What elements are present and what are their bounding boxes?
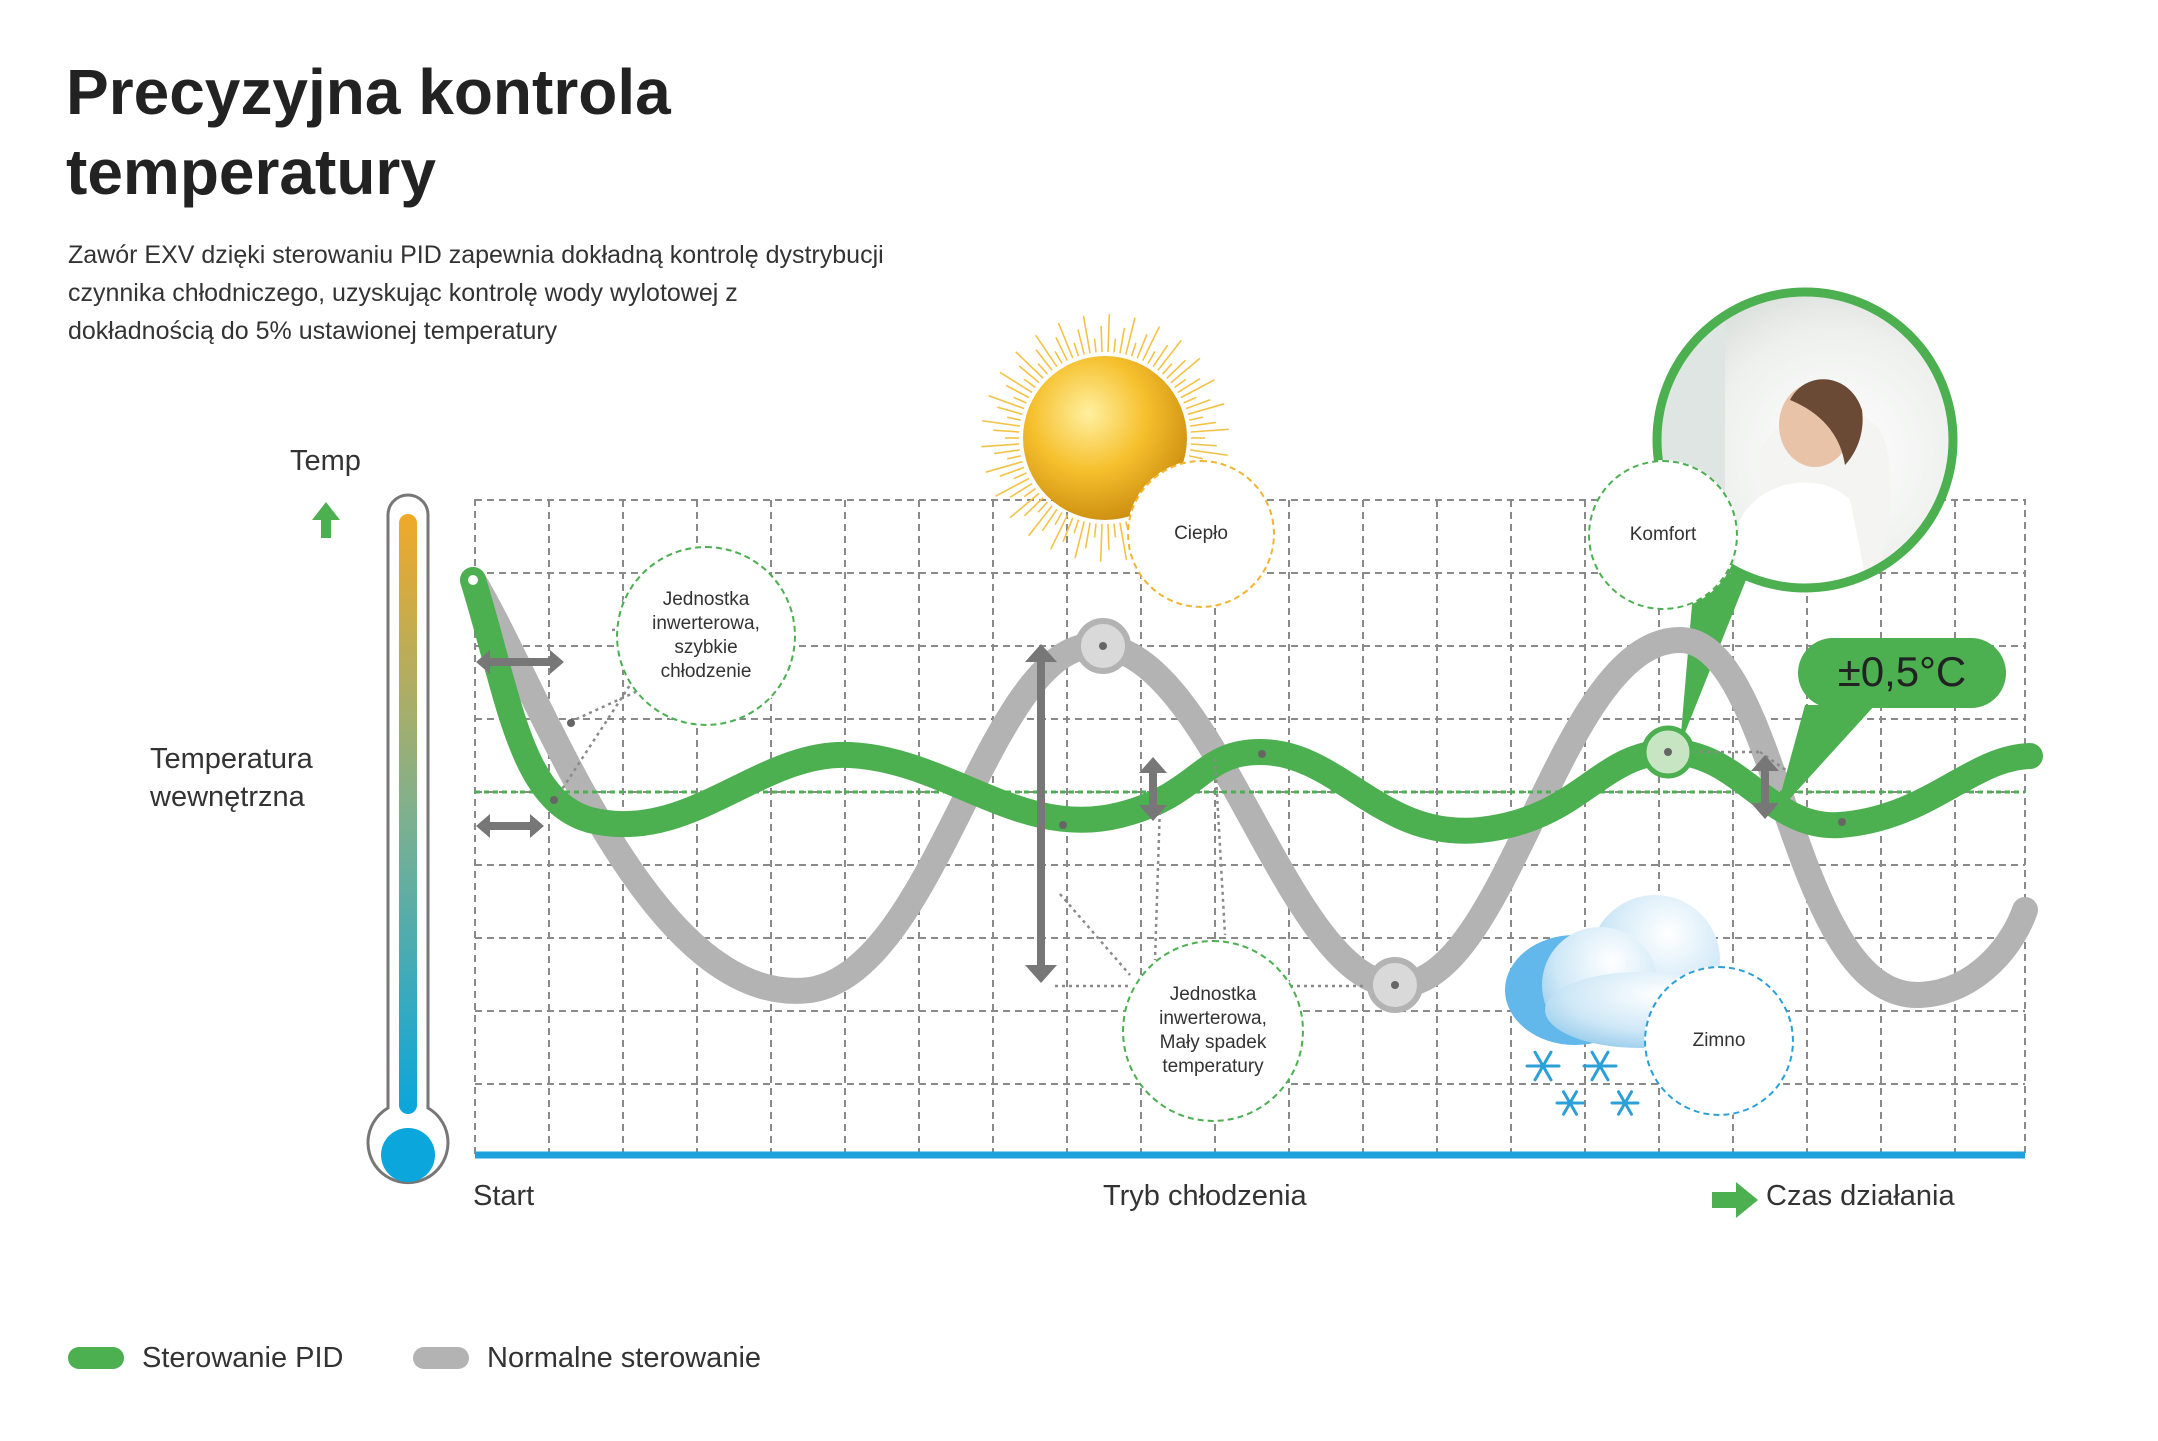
legend-pid-label: Sterowanie PID [142,1341,344,1374]
pid-peak-marker [1641,725,1695,779]
woman-photo [1652,287,1958,745]
snowflake-icon [1525,1050,1561,1082]
page-title: Precyzyjna kontrola temperatury [66,56,671,208]
bubble-comfort: Komfort [1588,460,1738,610]
legend-normal-swatch [413,1347,469,1369]
sun-icon [981,314,1229,562]
thermometer-icon [366,493,450,1185]
x-end-label: Czas działania [1766,1180,1955,1212]
x-middle-label: Tryb chłodzenia [1103,1180,1307,1212]
indoor-temp-label: Temperatura wewnętrzna [150,743,313,813]
arrow-up-icon [312,502,340,538]
bubble-fast-cooling: Jednostka inwerterowa, szybkie chłodzeni… [616,546,796,726]
arrow-right-icon [1712,1182,1758,1218]
snowflake-icon [1610,1090,1640,1116]
bubble-warm: Ciepło [1127,460,1275,608]
normal-peak-marker [1075,618,1131,674]
snowflake-icon [1555,1090,1585,1116]
page-description: Zawór EXV dzięki sterowaniu PID zapewnia… [68,241,884,345]
snowflake-icon [1582,1050,1618,1082]
y-axis-label: Temp [290,445,361,477]
legend-pid: Sterowanie PID [68,1338,344,1378]
x-start-label: Start [473,1180,535,1212]
legend-normal-label: Normalne sterowanie [487,1341,762,1374]
legend-normal: Normalne sterowanie [413,1338,761,1378]
normal-trough-marker [1367,957,1423,1013]
accuracy-callout [1775,638,2006,815]
legend-pid-swatch [68,1347,124,1369]
bubble-cold: Zimno [1644,966,1794,1116]
bubble-small-drop: Jednostka inwerterowa, Mały spadek tempe… [1122,940,1304,1122]
accuracy-value: ±0,5°C [1838,648,1967,695]
normal-control-curve [460,567,2038,1009]
